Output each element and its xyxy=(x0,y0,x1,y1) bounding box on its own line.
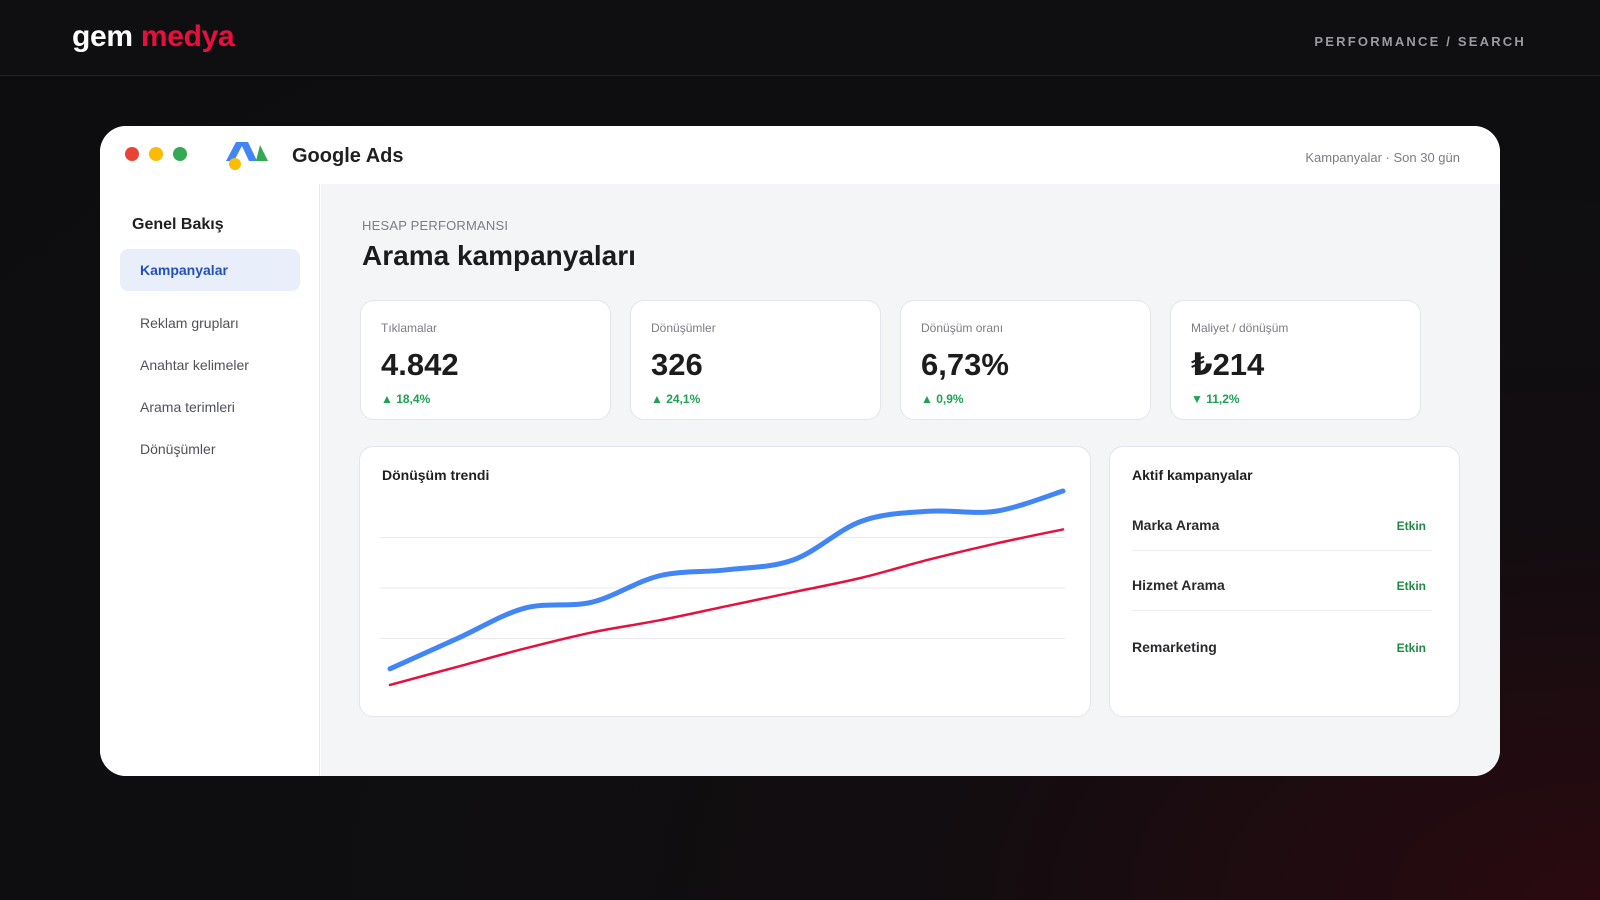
sidebar: Genel Bakış Kampanyalar Reklam grupları … xyxy=(100,184,320,776)
kpi-delta: ▲ 18,4% xyxy=(381,392,431,406)
chart-title: Dönüşüm trendi xyxy=(382,467,490,483)
app-title: Google Ads xyxy=(292,145,404,167)
page-title: Arama kampanyaları xyxy=(362,240,636,271)
kpi-value: 326 xyxy=(651,347,703,382)
kpi-delta: ▲ 0,9% xyxy=(921,392,964,406)
kpi-label: Dönüşüm oranı xyxy=(921,321,1004,335)
kpi-card-conversions[interactable]: Dönüşümler 326 ▲ 24,1% xyxy=(630,300,881,420)
brand-part-1: gem xyxy=(72,20,133,53)
campaigns-title: Aktif kampanyalar xyxy=(1132,467,1253,483)
sidebar-item-arama-terimleri[interactable]: Arama terimleri xyxy=(140,399,235,415)
active-campaigns-card: Aktif kampanyalar Marka Arama Etkin Hizm… xyxy=(1109,446,1460,717)
section-eyebrow: HESAP PERFORMANSI xyxy=(362,218,509,233)
conversion-trend-chart xyxy=(380,488,1066,687)
kpi-card-clicks[interactable]: Tıklamalar 4.842 ▲ 18,4% xyxy=(360,300,611,420)
sidebar-item-anahtar-kelimeler[interactable]: Anahtar kelimeler xyxy=(140,357,249,373)
kpi-delta: ▼ 11,2% xyxy=(1191,392,1240,406)
window-close-button[interactable] xyxy=(125,147,139,161)
brand-logo: gem medya xyxy=(72,20,235,54)
google-ads-logo-icon xyxy=(226,142,268,170)
campaign-name: Hizmet Arama xyxy=(1132,577,1225,593)
window-minimize-button[interactable] xyxy=(149,147,163,161)
campaign-divider xyxy=(1132,550,1432,551)
app-window: Google Ads Kampanyalar · Son 30 gün Gene… xyxy=(100,126,1500,776)
sidebar-heading: Genel Bakış xyxy=(132,216,224,233)
kpi-value: 4.842 xyxy=(381,347,459,382)
campaign-status-badge: Etkin xyxy=(1396,579,1426,593)
kpi-value: 6,73% xyxy=(921,347,1009,382)
window-maximize-button[interactable] xyxy=(173,147,187,161)
kpi-label: Tıklamalar xyxy=(381,321,438,335)
sidebar-item-kampanyalar[interactable]: Kampanyalar xyxy=(120,249,300,291)
campaign-row[interactable]: Remarketing Etkin xyxy=(1132,639,1432,659)
kpi-card-cost-per-conversion[interactable]: Maliyet / dönüşüm ₺214 ▼ 11,2% xyxy=(1170,300,1421,420)
campaign-name: Remarketing xyxy=(1132,639,1217,655)
kpi-label: Maliyet / dönüşüm xyxy=(1191,321,1289,335)
window-titlebar: Google Ads Kampanyalar · Son 30 gün xyxy=(100,126,1500,184)
campaign-name: Marka Arama xyxy=(1132,517,1220,533)
kpi-label: Dönüşümler xyxy=(651,321,716,335)
main-content: HESAP PERFORMANSI Arama kampanyaları Tık… xyxy=(321,184,1500,776)
campaign-status-badge: Etkin xyxy=(1396,641,1426,655)
campaign-status-badge: Etkin xyxy=(1396,519,1426,533)
sidebar-item-reklam-gruplari[interactable]: Reklam grupları xyxy=(140,315,239,331)
campaign-row[interactable]: Marka Arama Etkin xyxy=(1132,517,1432,537)
series-line-primary xyxy=(387,488,1066,672)
top-bar: gem medya PERFORMANCE / SEARCH xyxy=(0,0,1600,76)
window-breadcrumb: Kampanyalar · Son 30 gün xyxy=(1305,150,1460,165)
series-line-secondary xyxy=(388,528,1065,687)
campaign-row[interactable]: Hizmet Arama Etkin xyxy=(1132,577,1432,597)
sidebar-item-donusumler[interactable]: Dönüşümler xyxy=(140,441,216,457)
campaign-divider xyxy=(1132,610,1432,611)
kpi-delta: ▲ 24,1% xyxy=(651,392,701,406)
kpi-card-conversion-rate[interactable]: Dönüşüm oranı 6,73% ▲ 0,9% xyxy=(900,300,1151,420)
brand-part-2: medya xyxy=(140,20,235,53)
conversion-trend-card: Dönüşüm trendi xyxy=(359,446,1091,717)
kpi-value: ₺214 xyxy=(1191,347,1265,382)
top-breadcrumb: PERFORMANCE / SEARCH xyxy=(1314,34,1526,49)
